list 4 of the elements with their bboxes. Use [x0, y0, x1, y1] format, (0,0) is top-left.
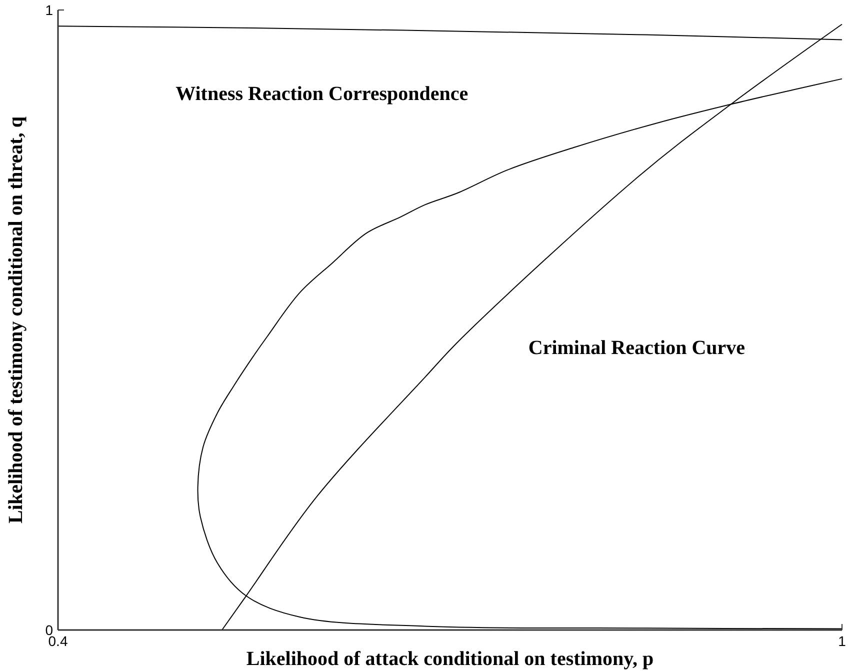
- y-axis-title: Likelihood of testimony conditional on threat, q: [5, 116, 27, 524]
- x-axis-title: Likelihood of attack conditional on testimony, p: [246, 648, 654, 670]
- annotation: Criminal Reaction Curve: [528, 337, 746, 360]
- annotation: Witness Reaction Correspondence: [176, 82, 468, 105]
